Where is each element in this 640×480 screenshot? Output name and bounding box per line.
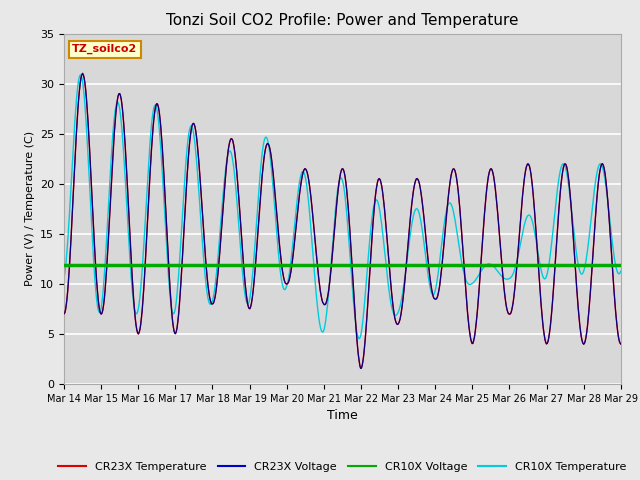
CR23X Voltage	[185, 150, 193, 156]
CR23X Voltage	[79, 70, 86, 76]
CR23X Temperature	[214, 269, 222, 275]
CR23X Voltage	[70, 175, 78, 180]
CR23X Temperature	[70, 175, 78, 180]
CR23X Voltage	[128, 274, 136, 279]
CR10X Temperature	[428, 291, 436, 297]
Title: Tonzi Soil CO2 Profile: Power and Temperature: Tonzi Soil CO2 Profile: Power and Temper…	[166, 13, 518, 28]
CR23X Temperature	[79, 71, 86, 76]
CR23X Temperature	[128, 274, 136, 279]
CR10X Voltage	[426, 262, 434, 268]
CR23X Voltage	[356, 365, 364, 371]
CR23X Temperature	[412, 178, 419, 183]
CR10X Temperature	[60, 276, 68, 281]
CR23X Temperature	[617, 341, 625, 347]
CR10X Voltage	[617, 262, 625, 268]
CR10X Voltage	[410, 262, 418, 268]
CR23X Temperature	[428, 288, 436, 293]
CR10X Voltage	[60, 262, 68, 268]
X-axis label: Time: Time	[327, 409, 358, 422]
CR23X Temperature	[358, 365, 365, 371]
Legend: CR23X Temperature, CR23X Voltage, CR10X Voltage, CR10X Temperature: CR23X Temperature, CR23X Voltage, CR10X …	[54, 457, 631, 477]
CR23X Voltage	[617, 341, 625, 347]
Y-axis label: Power (V) / Temperature (C): Power (V) / Temperature (C)	[24, 131, 35, 287]
CR23X Voltage	[428, 288, 436, 293]
CR10X Voltage	[127, 262, 135, 268]
CR10X Voltage	[70, 262, 78, 268]
Line: CR23X Voltage: CR23X Voltage	[64, 73, 621, 368]
CR10X Voltage	[184, 262, 192, 268]
CR10X Voltage	[214, 262, 221, 268]
CR10X Temperature	[128, 287, 136, 292]
CR10X Temperature	[214, 253, 222, 259]
CR23X Voltage	[412, 178, 419, 183]
CR10X Temperature	[355, 336, 363, 342]
CR10X Temperature	[185, 132, 193, 137]
CR23X Voltage	[60, 311, 68, 316]
CR23X Temperature	[60, 311, 68, 317]
CR23X Temperature	[185, 151, 193, 156]
CR10X Temperature	[412, 206, 419, 212]
Line: CR10X Temperature: CR10X Temperature	[64, 75, 621, 339]
Text: TZ_soilco2: TZ_soilco2	[72, 44, 138, 54]
CR23X Voltage	[214, 269, 222, 275]
CR10X Temperature	[617, 268, 625, 274]
CR10X Temperature	[76, 72, 84, 78]
Line: CR23X Temperature: CR23X Temperature	[64, 73, 621, 368]
CR10X Temperature	[70, 131, 78, 136]
